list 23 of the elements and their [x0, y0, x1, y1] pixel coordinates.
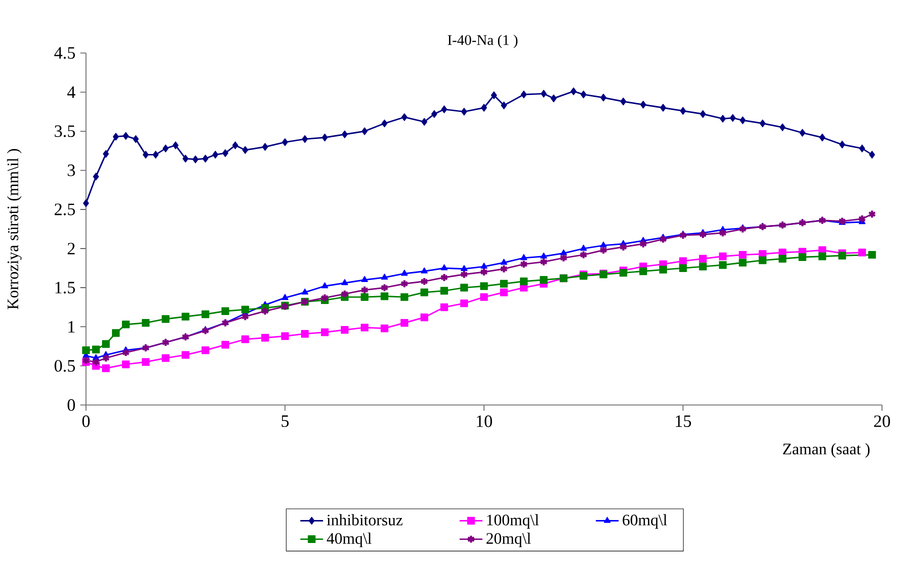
y-tick-label: 0.5: [54, 360, 75, 372]
y-tick-label: 1: [68, 321, 75, 332]
legend-label: 60mq\l: [622, 514, 668, 529]
y-tick-label: 3.5: [54, 125, 75, 138]
legend-label: inhibitorsuz: [326, 514, 402, 526]
x-tick-label: 5: [282, 415, 289, 427]
y-tick-label: 4: [67, 86, 76, 98]
y-tick-label: 3: [68, 164, 75, 176]
y-tick-label: 0: [68, 399, 75, 411]
x-axis-title: Zaman (saat ): [783, 443, 870, 458]
x-tick-label: 10: [476, 415, 492, 428]
y-axis-title: Korroziya sürəti (mm\il ): [7, 149, 22, 310]
y-tick-label: 4.5: [54, 47, 75, 59]
legend-label: 100mq\l: [487, 514, 539, 529]
legend-label: 20mq\l: [486, 532, 531, 548]
y-tick-label: 1.5: [55, 282, 75, 294]
x-tick-label: 15: [676, 415, 691, 428]
chart-title: I-40-Na (1 ): [448, 34, 518, 48]
x-tick-label: 0: [82, 415, 90, 428]
y-tick-label: 2.5: [54, 204, 75, 216]
x-tick-label: 20: [874, 415, 890, 428]
y-tick-label: 2: [68, 242, 75, 254]
legend-label: 40mq\l: [326, 532, 372, 548]
